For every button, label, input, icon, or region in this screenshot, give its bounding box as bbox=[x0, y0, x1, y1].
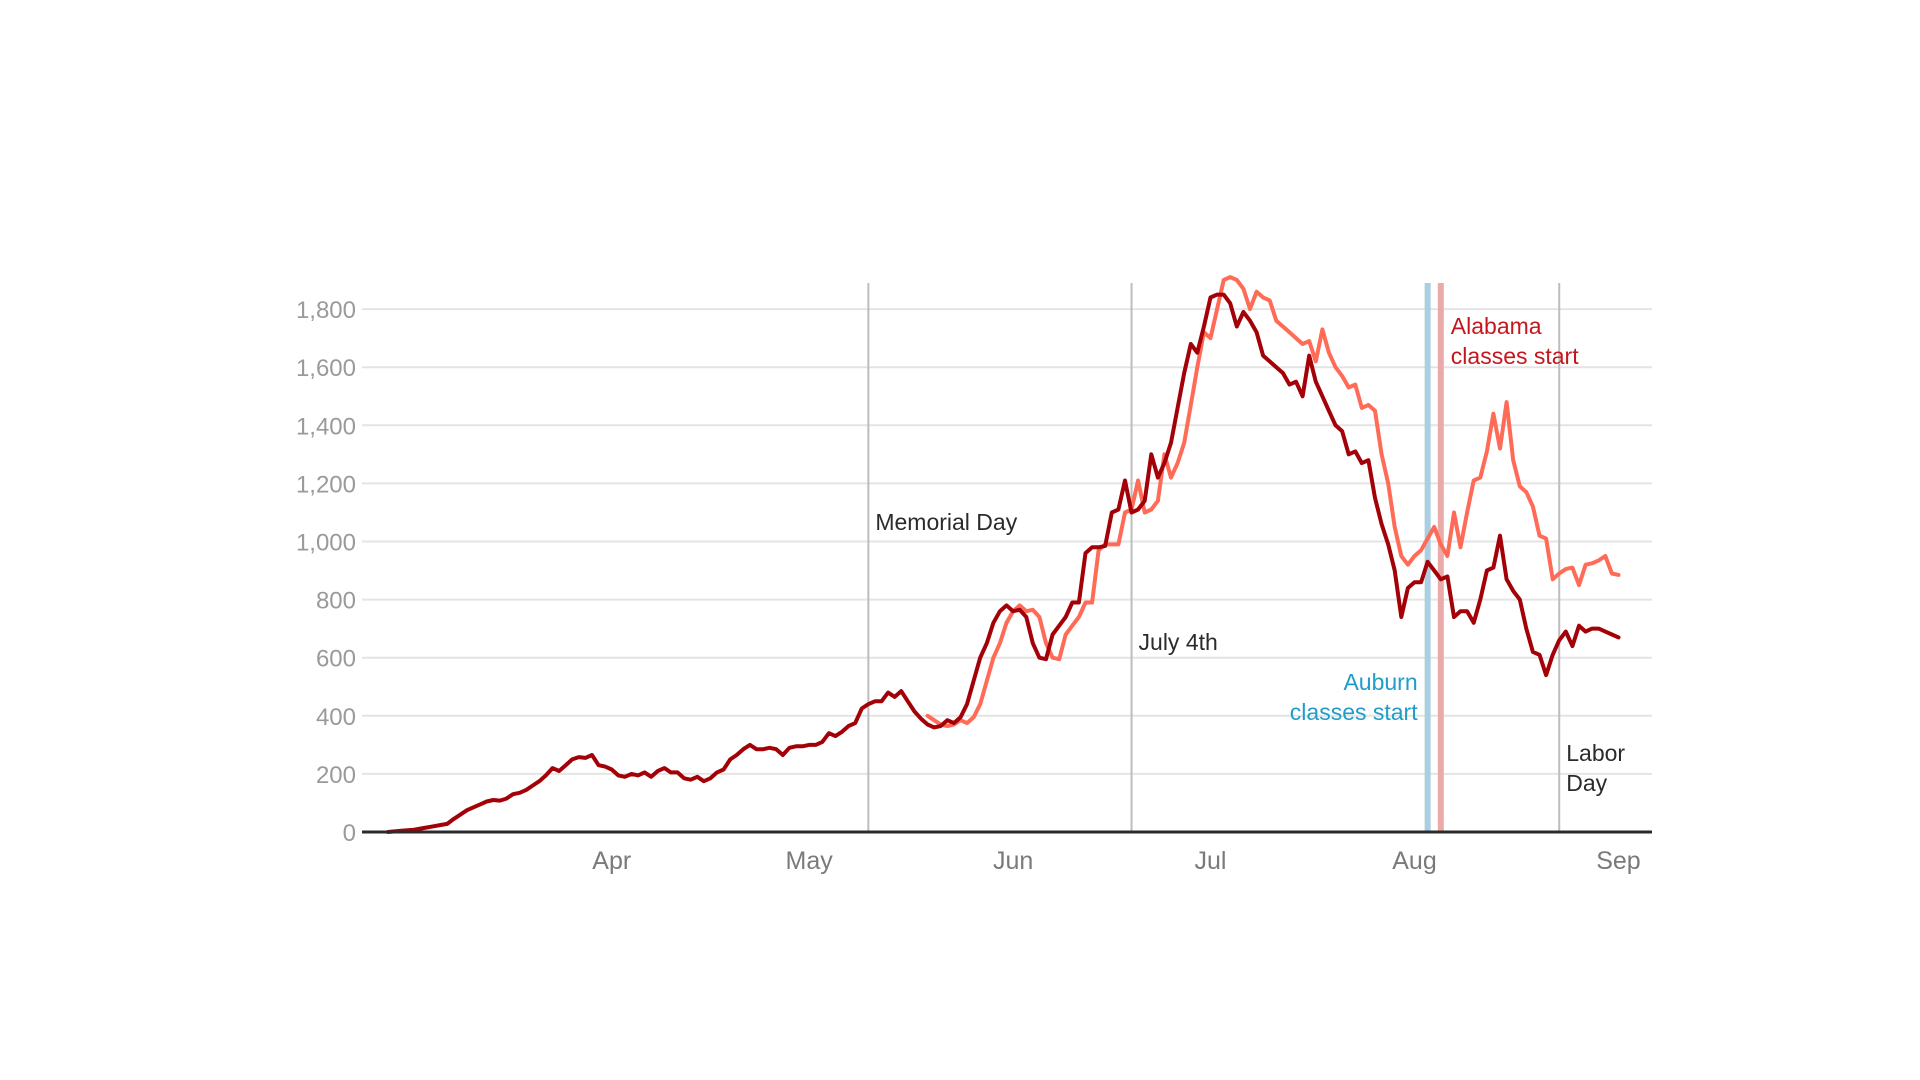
event-label-event: Labor bbox=[1566, 740, 1625, 766]
y-tick-label: 0 bbox=[343, 820, 356, 847]
event-label-alabama: Alabama bbox=[1451, 313, 1542, 339]
x-tick-label: Sep bbox=[1596, 847, 1640, 875]
x-tick-label: Aug bbox=[1392, 847, 1436, 875]
x-tick-label: Apr bbox=[592, 847, 631, 875]
gridlines bbox=[362, 308, 1652, 775]
y-tick-label: 400 bbox=[316, 704, 356, 731]
y-tick-label: 1,400 bbox=[296, 413, 356, 440]
series-lines bbox=[386, 275, 1621, 834]
event-label-event: Day bbox=[1566, 770, 1607, 796]
y-tick-label: 1,800 bbox=[296, 297, 356, 324]
y-tick-label: 600 bbox=[316, 646, 356, 673]
event-annotations: Memorial Day July 4th Auburn classes start A… bbox=[875, 313, 1625, 796]
y-tick-label: 1,600 bbox=[296, 355, 356, 382]
x-axis-ticks: Apr May Jun Jul Aug Sep bbox=[592, 847, 1640, 875]
y-axis-ticks: 0 200 400 600 800 1,000 1,200 1,400 1,600 1,800 bbox=[296, 297, 356, 847]
x-tick-label: Jul bbox=[1195, 847, 1227, 875]
event-label-auburn: classes start bbox=[1290, 699, 1418, 725]
event-markers bbox=[867, 283, 1561, 832]
event-label-auburn: Auburn bbox=[1343, 669, 1417, 695]
x-tick-label: Jun bbox=[993, 847, 1033, 875]
x-tick-label: May bbox=[786, 847, 834, 875]
event-label-alabama: classes start bbox=[1451, 343, 1579, 369]
event-label-event: July 4th bbox=[1139, 629, 1218, 655]
y-tick-label: 1,200 bbox=[296, 471, 356, 498]
series-line-dark bbox=[386, 292, 1621, 834]
event-label-event: Memorial Day bbox=[875, 509, 1017, 535]
y-tick-label: 800 bbox=[316, 588, 356, 615]
y-tick-label: 1,000 bbox=[296, 530, 356, 557]
y-tick-label: 200 bbox=[316, 762, 356, 789]
series-line-light bbox=[925, 275, 1621, 728]
